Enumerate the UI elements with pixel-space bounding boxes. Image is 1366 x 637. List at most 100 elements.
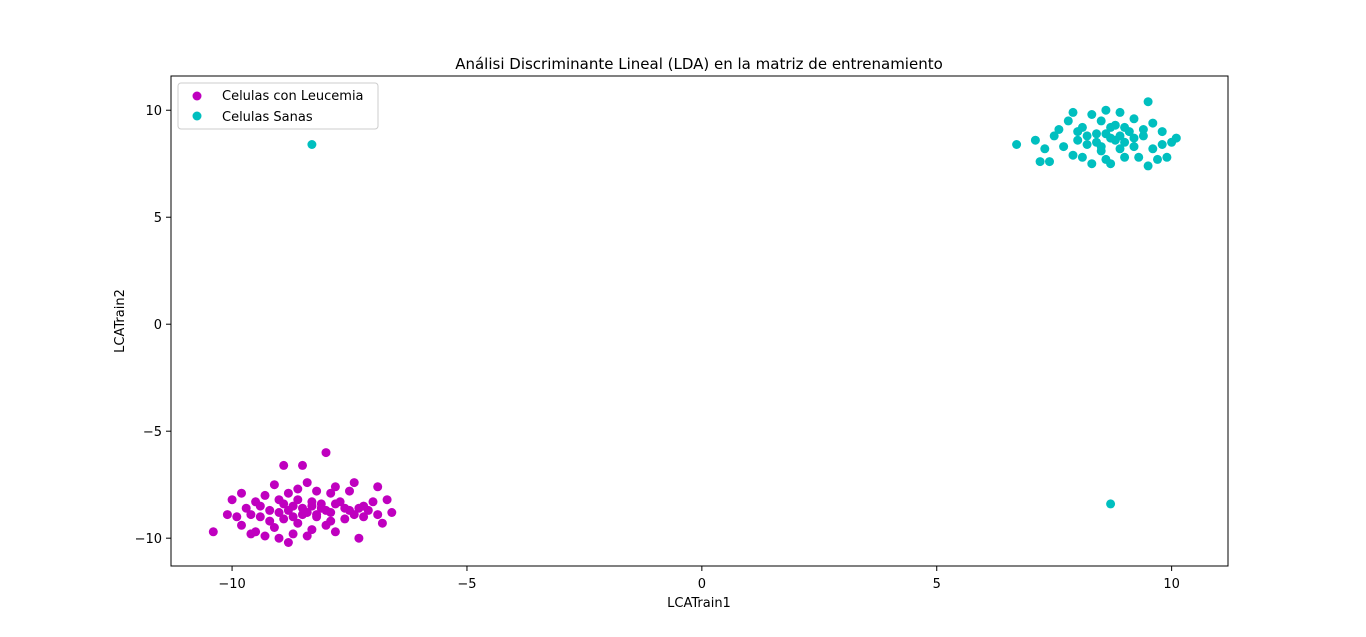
point-leucemia <box>222 510 232 520</box>
point-sanas <box>1082 140 1092 149</box>
point-sanas <box>1148 144 1158 154</box>
point-sanas <box>1143 161 1153 171</box>
point-leucemia <box>274 508 284 517</box>
plot-area <box>170 75 1229 567</box>
point-sanas <box>1096 142 1106 152</box>
point-leucemia <box>359 501 369 511</box>
point-leucemia <box>293 495 303 505</box>
point-leucemia <box>340 503 350 513</box>
point-sanas <box>1045 157 1054 167</box>
point-sanas <box>1120 137 1130 147</box>
x-axis-ticks: −10 −5 0 5 10 <box>218 566 1180 592</box>
point-leucemia <box>265 516 275 526</box>
x-tick-label: −10 <box>218 577 245 592</box>
point-sanas <box>1162 152 1172 162</box>
legend: Celulas con Leucemia Celulas Sanas <box>177 82 379 130</box>
point-leucemia <box>283 505 293 515</box>
point-sanas <box>1129 133 1139 143</box>
point-leucemia <box>354 533 364 543</box>
point-sanas <box>1063 116 1073 126</box>
x-tick-label: −5 <box>457 577 476 592</box>
point-leucemia <box>260 490 270 500</box>
point-leucemia <box>260 531 270 541</box>
point-sanas <box>1068 150 1078 160</box>
point-sanas <box>1096 116 1106 126</box>
point-leucemia <box>382 495 392 505</box>
point-leucemia <box>298 460 307 470</box>
point-leucemia <box>237 520 246 530</box>
data-points <box>208 97 1181 547</box>
point-sanas <box>1115 107 1125 117</box>
point-leucemia <box>312 486 322 496</box>
point-sanas <box>1101 105 1111 115</box>
point-sanas <box>1054 125 1064 134</box>
point-sanas <box>1082 131 1092 141</box>
legend-label-sanas: Celulas Sanas <box>222 110 313 125</box>
point-sanas <box>1012 140 1022 149</box>
x-tick-label: 10 <box>1163 577 1180 592</box>
point-sanas <box>1087 159 1097 169</box>
y-tick-label: −5 <box>143 425 162 440</box>
point-leucemia <box>326 488 336 498</box>
point-leucemia <box>269 523 279 532</box>
point-leucemia <box>255 512 265 522</box>
x-tick-label: 0 <box>698 577 706 592</box>
point-leucemia <box>293 484 303 494</box>
point-leucemia <box>255 501 265 511</box>
point-sanas <box>1068 107 1078 117</box>
point-sanas <box>1134 152 1144 162</box>
point-leucemia <box>227 495 237 505</box>
point-leucemia <box>302 478 312 488</box>
point-sanas <box>1115 144 1125 154</box>
point-sanas <box>1106 499 1116 509</box>
point-sanas <box>1073 135 1083 145</box>
point-sanas <box>307 140 317 149</box>
point-sanas <box>1138 125 1148 134</box>
point-sanas <box>1073 127 1083 137</box>
point-leucemia <box>349 478 359 488</box>
point-sanas <box>1092 129 1101 139</box>
point-leucemia <box>251 527 261 537</box>
y-axis-ticks: −10 −5 0 5 10 <box>135 104 171 547</box>
chart-title: Análisi Discriminante Lineal (LDA) en la… <box>455 55 943 73</box>
y-tick-label: 10 <box>145 104 162 119</box>
legend-label-leucemia: Celulas con Leucemia <box>222 89 364 104</box>
x-tick-label: 5 <box>933 577 941 592</box>
point-sanas <box>1077 152 1087 162</box>
legend-marker-sanas <box>192 111 202 121</box>
point-leucemia <box>265 505 275 515</box>
point-leucemia <box>345 486 354 496</box>
point-sanas <box>1059 142 1069 152</box>
plot-frame <box>170 75 1229 567</box>
point-sanas <box>1101 129 1111 139</box>
point-leucemia <box>330 527 340 537</box>
point-leucemia <box>279 514 289 524</box>
x-axis-label: LCATrain1 <box>667 596 731 611</box>
point-leucemia <box>208 527 218 537</box>
point-sanas <box>1143 97 1153 107</box>
point-sanas <box>1106 122 1116 132</box>
point-leucemia <box>321 505 331 515</box>
point-leucemia <box>373 510 383 520</box>
point-leucemia <box>283 538 293 547</box>
y-tick-label: 5 <box>154 211 162 226</box>
point-leucemia <box>279 499 289 509</box>
point-leucemia <box>302 508 312 517</box>
point-sanas <box>1153 154 1162 164</box>
point-leucemia <box>246 510 256 520</box>
point-leucemia <box>283 488 293 498</box>
point-sanas <box>1087 110 1097 119</box>
y-axis-label: LCATrain2 <box>113 289 128 353</box>
point-leucemia <box>312 510 322 520</box>
point-sanas <box>1115 131 1125 141</box>
point-sanas <box>1106 159 1116 169</box>
point-leucemia <box>373 482 383 492</box>
point-sanas <box>1157 140 1167 149</box>
point-leucemia <box>307 501 317 511</box>
point-leucemia <box>321 448 331 458</box>
point-leucemia <box>288 529 298 539</box>
legend-marker-leucemia <box>192 91 202 101</box>
point-leucemia <box>237 488 246 498</box>
y-tick-label: 0 <box>154 318 162 333</box>
